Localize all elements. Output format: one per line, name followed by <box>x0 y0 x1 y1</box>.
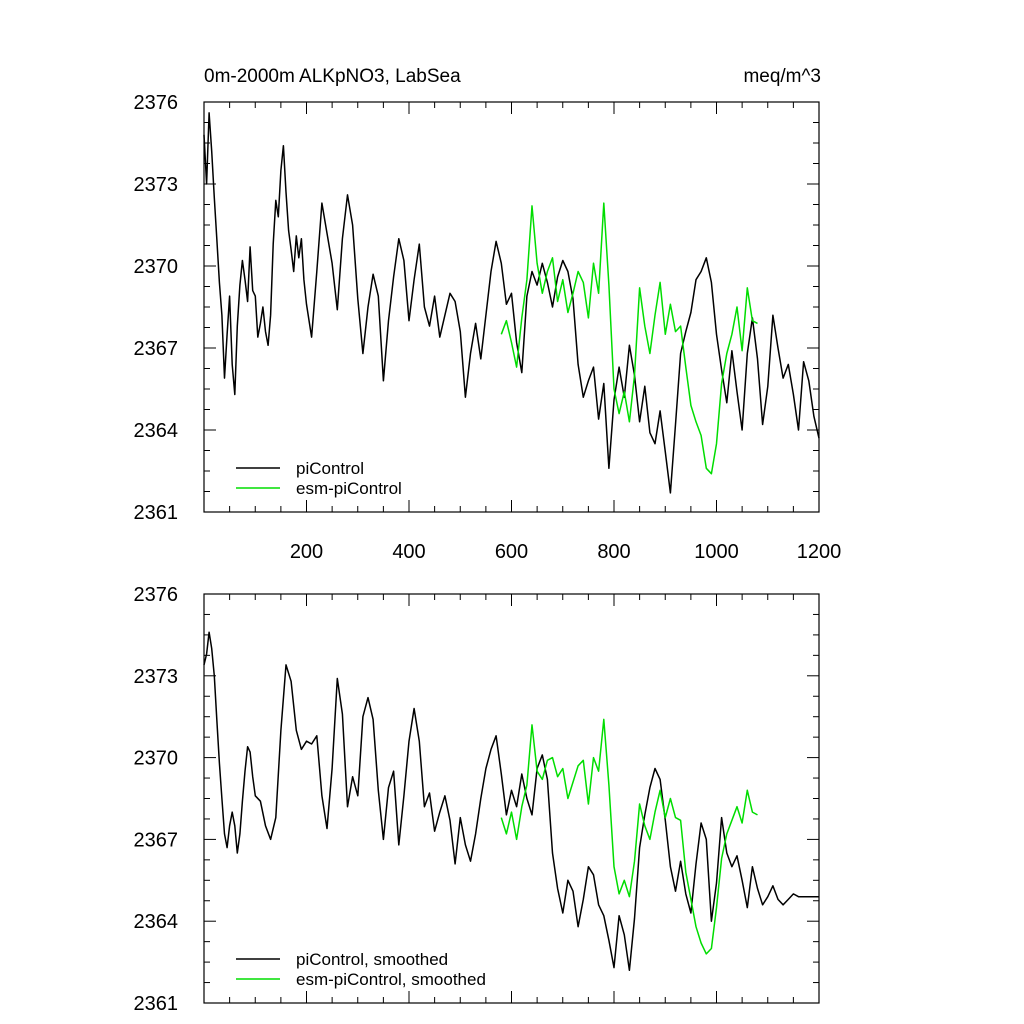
x-tick-label: 800 <box>597 541 630 563</box>
y-tick-label: 2361 <box>134 502 179 524</box>
legend-label: esm-piControl, smoothed <box>296 970 486 989</box>
y-tick-label: 2370 <box>134 748 179 770</box>
legend-label: esm-piControl <box>296 479 402 498</box>
x-tick-label: 600 <box>495 541 528 563</box>
legend-label: piControl <box>296 459 364 478</box>
series-line-picontrol-smoothed <box>203 631 819 972</box>
tick-marks <box>203 101 820 513</box>
y-tick-label: 2373 <box>134 666 179 688</box>
y-tick-label: 2367 <box>134 338 179 360</box>
y-tick-label: 2364 <box>134 911 179 933</box>
panel-bottom: 2361 2364 2367 2370 2373 2376 piControl, smoot… <box>134 584 820 1015</box>
panel-top: 2361 2364 2367 2370 2373 2376 200 400 600 800 1000… <box>134 92 842 563</box>
legend-label: piControl, smoothed <box>296 950 448 969</box>
y-tick-label: 2376 <box>134 92 179 114</box>
series-line-picontrol <box>203 112 820 494</box>
y-tick-label: 2361 <box>134 993 179 1015</box>
plot-frame <box>203 101 820 513</box>
x-tick-label: 400 <box>392 541 425 563</box>
series-line-esm-picontrol-smoothed <box>500 718 758 955</box>
plot-frame <box>203 593 820 1004</box>
figure-title: 0m-2000m ALKpNO3, LabSea <box>204 66 461 87</box>
y-tick-label: 2376 <box>134 584 179 606</box>
units-label: meq/m^3 <box>743 66 821 87</box>
x-tick-label: 200 <box>290 541 323 563</box>
x-tick-label: 1200 <box>797 541 842 563</box>
y-tick-label: 2364 <box>134 420 179 442</box>
y-tick-label: 2373 <box>134 174 179 196</box>
y-tick-label: 2370 <box>134 256 179 278</box>
y-tick-label: 2367 <box>134 829 179 851</box>
series-line-esm-picontrol <box>500 202 758 475</box>
tick-marks <box>203 593 820 1004</box>
x-tick-label: 1000 <box>694 541 739 563</box>
